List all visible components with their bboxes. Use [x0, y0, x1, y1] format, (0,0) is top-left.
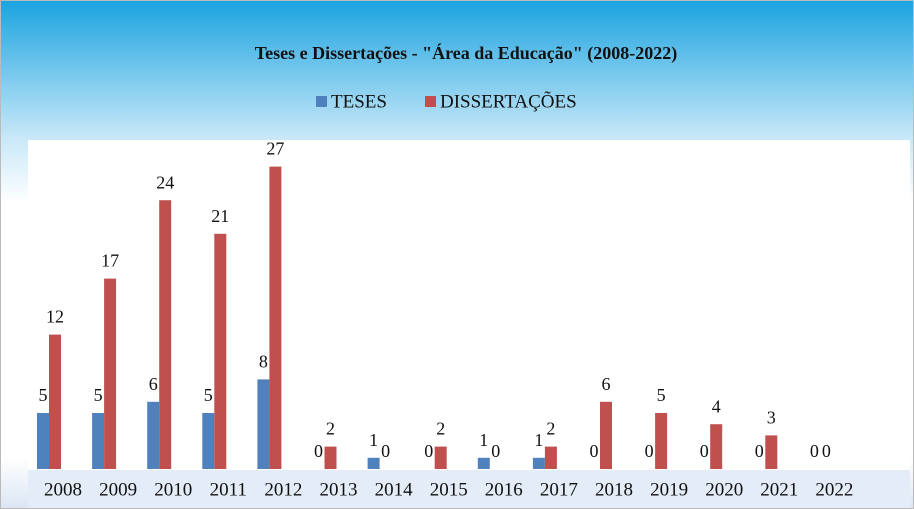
value-label: 2 [546, 419, 555, 439]
x-tick-label: 2017 [540, 479, 578, 500]
value-label: 8 [259, 352, 268, 372]
bar [214, 233, 227, 469]
bar [147, 401, 160, 469]
bar [600, 401, 612, 469]
bar [477, 457, 490, 469]
x-tick-label: 2015 [430, 479, 468, 500]
legend-label: DISSERTAÇÕES [440, 90, 577, 112]
value-label: 0 [314, 441, 323, 461]
value-label: 0 [381, 441, 390, 461]
bar [324, 446, 337, 469]
value-label: 0 [645, 441, 654, 461]
value-label: 5 [657, 385, 666, 405]
chart-title: Teses e Dissertações - "Área da Educação… [255, 42, 677, 64]
legend-swatch [316, 96, 327, 107]
value-label: 4 [712, 396, 721, 416]
x-tick-label: 2009 [99, 479, 137, 500]
x-tick-label: 2008 [44, 479, 82, 500]
bar [159, 200, 172, 469]
value-label: 5 [39, 385, 48, 405]
value-label: 1 [534, 430, 543, 450]
bar [532, 457, 545, 469]
value-label: 0 [590, 441, 599, 461]
x-tick-label: 2012 [264, 479, 302, 500]
value-label: 1 [369, 430, 378, 450]
x-tick-label: 2020 [705, 479, 743, 500]
value-label: 2 [326, 419, 335, 439]
bar [367, 457, 380, 469]
value-label: 6 [602, 374, 611, 394]
legend-swatch [425, 96, 436, 107]
x-tick-label: 2010 [154, 479, 192, 500]
value-label: 0 [424, 441, 433, 461]
value-label: 3 [767, 408, 776, 428]
value-label: 5 [94, 385, 103, 405]
value-label: 1 [479, 430, 488, 450]
bar [434, 446, 447, 469]
bar [49, 334, 61, 469]
bar [269, 166, 282, 469]
value-label: 0 [700, 441, 709, 461]
bar [202, 413, 215, 469]
x-tick-label: 2011 [210, 479, 247, 500]
value-label: 0 [755, 441, 764, 461]
value-label: 27 [266, 139, 284, 159]
x-tick-label: 2014 [375, 479, 414, 500]
value-label: 6 [149, 374, 158, 394]
bar [544, 446, 557, 469]
bar [92, 413, 105, 469]
x-tick-label: 2018 [595, 479, 633, 500]
value-label: 0 [822, 441, 831, 461]
value-label: 24 [156, 172, 174, 192]
x-tick-label: 2019 [650, 479, 688, 500]
bar [765, 435, 778, 469]
bar [655, 413, 668, 469]
x-tick-label: 2016 [485, 479, 523, 500]
value-label: 0 [810, 441, 819, 461]
x-tick-label: 2013 [320, 479, 358, 500]
value-label: 0 [491, 441, 500, 461]
axis-band [28, 470, 910, 508]
bar [710, 424, 723, 469]
value-label: 21 [211, 206, 229, 226]
x-tick-label: 2022 [815, 479, 853, 500]
bar [37, 413, 49, 469]
legend-label: TESES [331, 91, 387, 112]
value-label: 2 [436, 419, 445, 439]
value-label: 12 [46, 307, 64, 327]
plot-area [28, 140, 910, 470]
x-tick-label: 2021 [760, 479, 798, 500]
value-label: 17 [101, 251, 119, 271]
bar [104, 278, 117, 469]
bar [257, 379, 270, 469]
value-label: 5 [204, 385, 213, 405]
